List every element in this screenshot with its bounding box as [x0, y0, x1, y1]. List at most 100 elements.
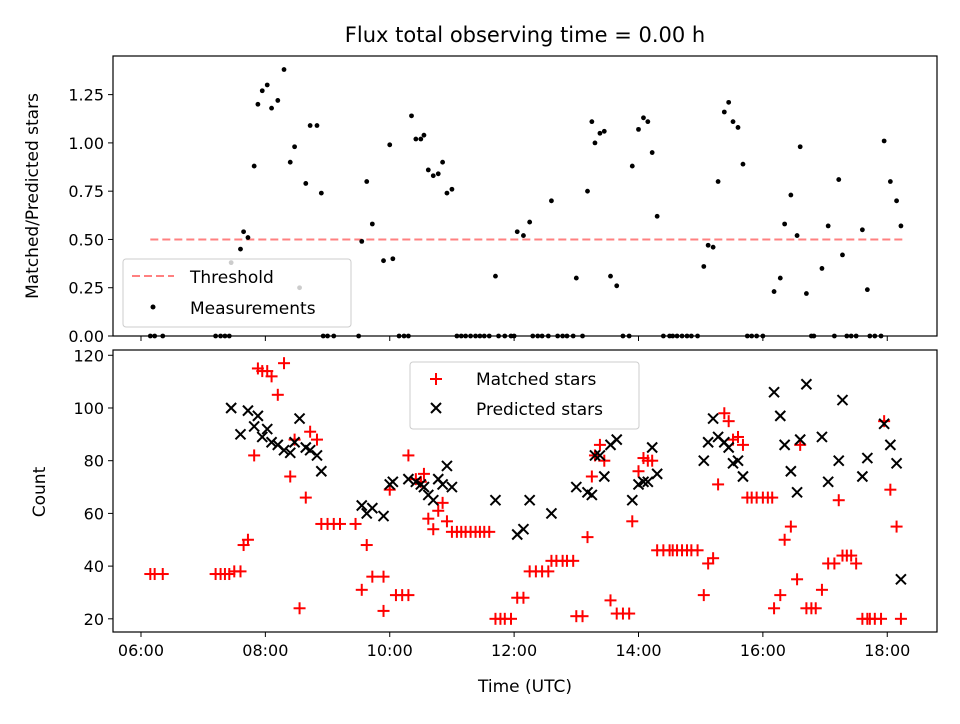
measurement-point	[788, 192, 794, 198]
measurement-point	[881, 138, 887, 144]
measurement-point	[514, 229, 520, 235]
predicted-star-point	[794, 433, 806, 446]
measurement-point	[782, 221, 788, 227]
count-xtick-label: 08:00	[242, 641, 288, 660]
predicted-star-stroke-b	[300, 441, 312, 454]
predicted-star-point	[293, 412, 306, 425]
predicted-star-point	[366, 502, 379, 514]
predicted-star-point	[707, 412, 719, 425]
ratio-frame	[112, 55, 938, 337]
predicted-star-stroke-b	[895, 573, 907, 585]
ratio-axes: Matched/Predicted stars 0.00 0.25 0.50 0.75…	[23, 55, 938, 346]
matched-star-point	[310, 433, 323, 446]
matched-star-point	[845, 549, 858, 562]
count-xlabel: Time (UTC)	[477, 677, 572, 697]
predicted-star-stroke-b	[778, 439, 791, 451]
predicted-star-point	[570, 481, 583, 493]
predicted-star-point	[311, 449, 323, 462]
predicted-star-stroke-b	[712, 431, 724, 443]
predicted-star-point	[248, 420, 260, 433]
predicted-star-stroke-b	[861, 452, 874, 464]
measurement-point	[314, 123, 320, 128]
matched-star-point	[349, 517, 362, 530]
predicted-star-point	[402, 473, 415, 485]
matched-star-point	[581, 531, 594, 544]
measurement-point	[440, 159, 445, 165]
predicted-star-point	[791, 486, 803, 499]
matched-star-point	[299, 491, 312, 504]
predicted-star-point	[732, 454, 744, 467]
measurement-point	[255, 101, 261, 107]
count-axes: Count Time (UTC) 20 40 60 80 100 120 06:00 08:0…	[30, 346, 938, 697]
matched-star-point	[697, 589, 710, 602]
predicted-star-point	[436, 478, 449, 491]
measurement-point	[654, 213, 660, 219]
matched-star-point	[632, 465, 645, 478]
measurement-point	[715, 179, 721, 184]
measurement-point	[804, 291, 809, 296]
matched-star-point	[707, 552, 720, 565]
predicted-star-stroke-b	[878, 418, 890, 430]
predicted-star-stroke-b	[387, 476, 399, 488]
legend-matched-label: Matched stars	[476, 370, 596, 390]
matched-star-point	[402, 589, 415, 602]
measurement-point	[614, 283, 620, 289]
predicted-star-point	[261, 423, 273, 435]
matched-star-point	[567, 554, 580, 567]
count-frame	[112, 349, 938, 633]
matched-star-point	[646, 454, 659, 467]
predicted-star-point	[387, 476, 399, 488]
measurement-point	[369, 221, 375, 227]
matched-star-point	[884, 483, 897, 496]
predicted-star-stroke-b	[288, 436, 301, 448]
predicted-star-point	[895, 573, 907, 585]
predicted-star-point	[594, 449, 606, 462]
matched-star-point	[284, 470, 297, 483]
predicted-star-point	[651, 468, 663, 480]
measurement-point	[710, 244, 716, 250]
predicted-star-stroke-b	[377, 510, 390, 522]
count-ylabel: Count	[30, 466, 50, 517]
predicted-star-point	[252, 410, 264, 422]
predicted-star-stroke-b	[774, 410, 786, 422]
predicted-star-stroke-b	[611, 433, 623, 446]
predicted-star-point	[446, 481, 458, 493]
matched-star-point	[576, 610, 589, 623]
predicted-star-stroke-b	[256, 431, 268, 443]
predicted-star-stroke-b	[261, 423, 273, 435]
count-ytick-label: 80	[84, 452, 104, 471]
matched-star-point	[736, 438, 749, 451]
measurement-point	[549, 198, 554, 204]
predicted-star-point	[611, 433, 623, 446]
matched-star-point	[768, 602, 781, 615]
count-ytick-label: 120	[73, 346, 104, 365]
predicted-star-stroke-b	[225, 402, 237, 414]
predicted-star-point	[637, 476, 650, 488]
legend-measurements-label: Measurements	[190, 299, 316, 319]
matched-star-point	[440, 515, 453, 528]
count-xtick-label: 10:00	[367, 641, 413, 660]
predicted-star-point	[722, 441, 735, 454]
count-xtick-label: 14:00	[615, 641, 661, 660]
predicted-star-stroke-b	[890, 457, 903, 470]
count-legend: Matched stars Predicted stars	[409, 361, 640, 430]
ratio-ytick-label: 0.75	[68, 182, 104, 201]
matched-star-point	[366, 570, 379, 583]
predicted-star-point	[234, 428, 247, 441]
predicted-star-stroke-b	[489, 494, 502, 506]
matched-star-point	[791, 573, 804, 586]
legend-measurements-marker	[150, 304, 156, 310]
matched-star-point	[626, 515, 639, 528]
count-marks	[144, 357, 907, 625]
count-xtick-label: 16:00	[740, 641, 786, 660]
matched-star-point	[248, 449, 261, 462]
measurement-point	[589, 119, 595, 125]
predicted-star-point	[856, 470, 869, 483]
measurement-point	[730, 119, 736, 125]
matched-star-point	[333, 517, 346, 530]
matched-star-point	[691, 544, 704, 557]
predicted-star-stroke-b	[836, 394, 849, 406]
predicted-star-stroke-b	[427, 494, 439, 506]
measurement-point	[645, 119, 651, 125]
